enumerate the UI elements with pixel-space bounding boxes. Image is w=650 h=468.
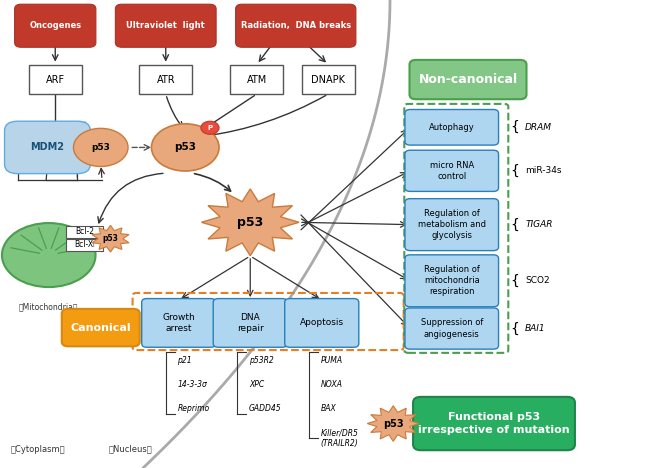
Ellipse shape <box>151 124 219 171</box>
Ellipse shape <box>2 223 96 287</box>
Text: {: { <box>510 274 519 288</box>
Text: {: { <box>510 218 519 232</box>
Text: Suppression of
angiogenesis: Suppression of angiogenesis <box>421 319 483 338</box>
Text: {: { <box>510 164 519 178</box>
FancyBboxPatch shape <box>285 299 359 347</box>
Bar <box>29 65 82 94</box>
FancyBboxPatch shape <box>405 255 499 307</box>
Text: p53: p53 <box>237 216 263 229</box>
Text: Regulation of
mitochondria
respiration: Regulation of mitochondria respiration <box>424 265 480 296</box>
Ellipse shape <box>201 121 219 134</box>
Text: MDM2: MDM2 <box>31 142 64 153</box>
Text: Autophagy: Autophagy <box>429 123 474 132</box>
FancyBboxPatch shape <box>405 308 499 349</box>
Bar <box>230 65 283 94</box>
Text: PUMA: PUMA <box>320 356 343 365</box>
Text: Oncogenes: Oncogenes <box>29 21 81 30</box>
Polygon shape <box>92 225 129 252</box>
Bar <box>66 226 103 238</box>
FancyBboxPatch shape <box>235 4 356 47</box>
Text: p53R2: p53R2 <box>249 356 274 365</box>
Bar <box>66 239 103 251</box>
Polygon shape <box>202 189 299 256</box>
Text: micro RNA
control: micro RNA control <box>430 161 474 181</box>
Text: Apoptosis: Apoptosis <box>300 318 344 328</box>
Text: Killer/DR5
(TRAILR2): Killer/DR5 (TRAILR2) <box>320 429 358 448</box>
Text: {: { <box>510 120 519 134</box>
FancyBboxPatch shape <box>405 198 499 250</box>
Text: Radiation,  DNA breaks: Radiation, DNA breaks <box>240 21 351 30</box>
Text: NOXA: NOXA <box>320 380 343 389</box>
Text: BAI1: BAI1 <box>525 324 546 333</box>
FancyBboxPatch shape <box>413 397 575 450</box>
Text: SCO2: SCO2 <box>525 276 550 285</box>
Text: DNA
repair: DNA repair <box>237 313 264 333</box>
Text: 【Nucleus】: 【Nucleus】 <box>108 445 152 454</box>
Text: ARF: ARF <box>46 74 65 85</box>
Text: 【Mitochondria】: 【Mitochondria】 <box>19 302 79 311</box>
Text: p21: p21 <box>177 356 192 365</box>
Text: p53: p53 <box>174 142 196 153</box>
FancyBboxPatch shape <box>405 110 499 145</box>
Text: Ultraviolet  light: Ultraviolet light <box>126 21 205 30</box>
Text: BAX: BAX <box>320 404 336 413</box>
Text: Growth
arrest: Growth arrest <box>162 313 195 333</box>
Text: p53: p53 <box>103 234 118 243</box>
Text: DNAPK: DNAPK <box>311 74 345 85</box>
Text: Reprimo: Reprimo <box>177 404 209 413</box>
Ellipse shape <box>73 128 128 167</box>
Polygon shape <box>367 406 419 441</box>
Text: DRAM: DRAM <box>525 123 552 132</box>
Text: P: P <box>207 125 213 131</box>
FancyBboxPatch shape <box>116 4 216 47</box>
FancyBboxPatch shape <box>62 309 140 346</box>
Text: XPC: XPC <box>249 380 264 389</box>
FancyBboxPatch shape <box>142 299 216 347</box>
Text: ATR: ATR <box>157 74 175 85</box>
Text: Regulation of
metabolism and
glycolysis: Regulation of metabolism and glycolysis <box>418 209 486 240</box>
FancyBboxPatch shape <box>213 299 287 347</box>
Text: p53: p53 <box>383 418 404 429</box>
Text: Bcl-2: Bcl-2 <box>75 227 94 236</box>
Text: p53: p53 <box>91 143 111 152</box>
Text: Bcl-Xₗ: Bcl-Xₗ <box>74 240 95 249</box>
Text: ATM: ATM <box>246 74 267 85</box>
FancyBboxPatch shape <box>405 150 499 191</box>
FancyBboxPatch shape <box>5 121 90 174</box>
Bar <box>139 65 192 94</box>
FancyBboxPatch shape <box>410 60 526 99</box>
Text: miR-34s: miR-34s <box>525 166 562 176</box>
Bar <box>302 65 355 94</box>
Text: TIGAR: TIGAR <box>525 220 552 229</box>
Text: {: { <box>510 322 519 336</box>
Text: Functional p53
irrespective of mutation: Functional p53 irrespective of mutation <box>418 412 570 435</box>
Text: Non-canonical: Non-canonical <box>419 73 517 86</box>
Text: 【Cytoplasm】: 【Cytoplasm】 <box>10 445 65 454</box>
Text: Canonical: Canonical <box>70 322 131 333</box>
Text: 14-3-3σ: 14-3-3σ <box>177 380 207 389</box>
FancyBboxPatch shape <box>15 4 96 47</box>
Text: GADD45: GADD45 <box>249 404 281 413</box>
